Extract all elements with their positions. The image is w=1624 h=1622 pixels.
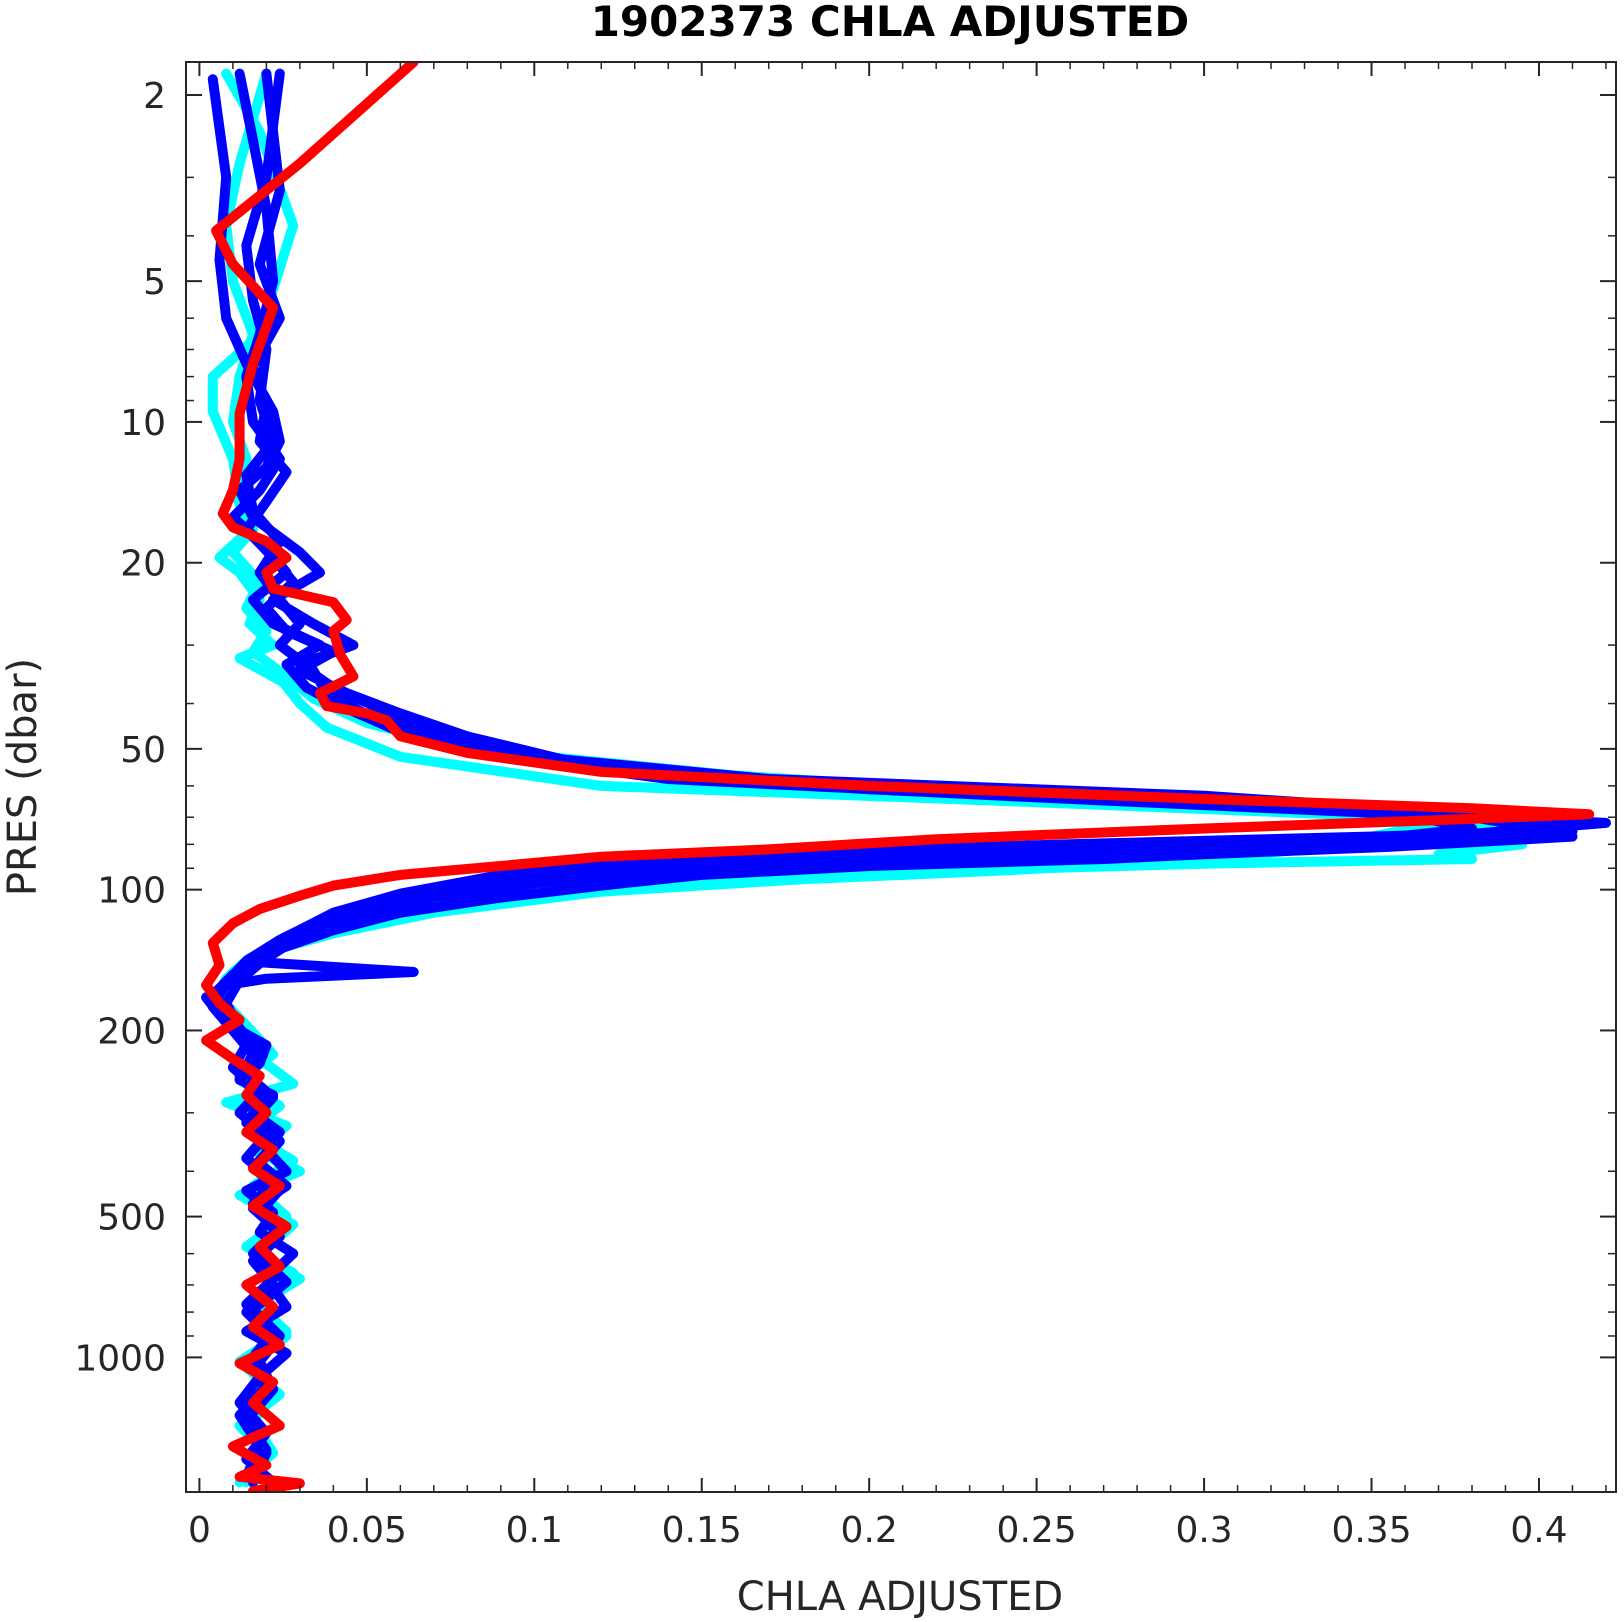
plot-area <box>201 62 1611 1492</box>
x-tick-label: 0.1 <box>506 1510 563 1551</box>
y-tick-label: 50 <box>120 730 166 771</box>
y-tick-label: 5 <box>143 262 166 303</box>
x-axis: 0 0.05 0.1 0.15 0.2 0.25 0.3 0.35 0.4 <box>188 62 1607 1551</box>
x-tick-label: 0.2 <box>841 1510 898 1551</box>
plot-frame <box>185 61 1617 1493</box>
y-axis: 2 5 10 20 50 100 200 500 1000 <box>74 76 1616 1379</box>
x-tick-label: 0.15 <box>662 1510 742 1551</box>
y-tick-label: 2 <box>143 76 166 117</box>
y-tick-label: 100 <box>97 871 166 912</box>
x-tick-label: 0.3 <box>1175 1510 1232 1551</box>
profile-line-7 <box>201 62 1595 1492</box>
x-tick-label: 0.4 <box>1510 1510 1567 1551</box>
y-tick-label: 20 <box>120 544 166 585</box>
y-tick-label: 10 <box>120 403 166 444</box>
x-axis-label: CHLA ADJUSTED <box>737 1574 1063 1620</box>
y-tick-label: 200 <box>97 1011 166 1052</box>
profile-line-4 <box>207 68 1611 1482</box>
x-tick-label: 0 <box>188 1510 211 1551</box>
y-tick-label: 500 <box>97 1198 166 1239</box>
chart-title: 1902373 CHLA ADJUSTED <box>591 0 1190 46</box>
profile-line-5 <box>221 68 1578 1484</box>
x-tick-label: 0.25 <box>997 1510 1077 1551</box>
x-tick-label: 0.05 <box>327 1510 407 1551</box>
y-axis-label: PRES (dbar) <box>0 658 46 896</box>
profile-line-3 <box>201 74 1578 1488</box>
x-tick-label: 0.35 <box>1331 1510 1411 1551</box>
y-tick-label: 1000 <box>74 1338 166 1379</box>
